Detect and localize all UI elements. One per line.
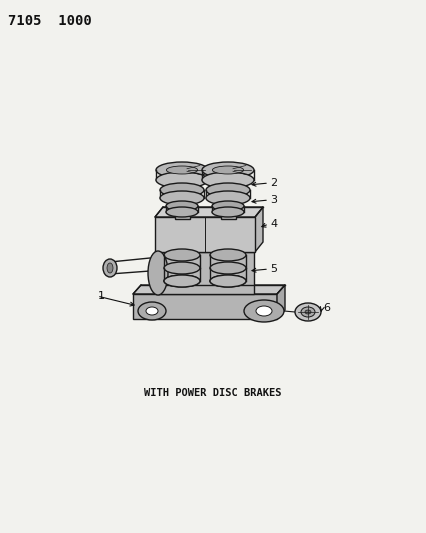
Ellipse shape [300,307,314,317]
Text: WITH POWER DISC BRAKES: WITH POWER DISC BRAKES [144,388,281,398]
Ellipse shape [103,259,117,277]
Ellipse shape [243,300,283,322]
Text: 6: 6 [322,303,329,313]
Ellipse shape [166,207,198,217]
Ellipse shape [210,275,245,287]
Ellipse shape [148,251,167,295]
Ellipse shape [155,162,207,178]
Text: 4: 4 [269,219,276,229]
Polygon shape [254,207,262,252]
Ellipse shape [212,166,243,174]
Ellipse shape [164,262,199,274]
Text: 3: 3 [269,195,276,205]
Ellipse shape [164,249,199,261]
Ellipse shape [210,262,245,274]
Ellipse shape [256,306,271,316]
FancyBboxPatch shape [221,212,236,219]
Ellipse shape [210,249,245,261]
FancyBboxPatch shape [132,294,276,319]
Ellipse shape [211,207,243,217]
Ellipse shape [160,183,204,197]
Polygon shape [155,207,262,217]
Ellipse shape [201,172,253,188]
FancyBboxPatch shape [158,252,253,294]
Text: 2: 2 [269,178,276,188]
Ellipse shape [304,310,310,314]
Ellipse shape [211,201,243,211]
Ellipse shape [166,166,197,174]
Ellipse shape [164,275,199,287]
FancyBboxPatch shape [175,212,190,219]
Polygon shape [276,285,284,319]
Text: 1: 1 [98,291,105,301]
Polygon shape [132,285,284,294]
Ellipse shape [294,303,320,321]
Ellipse shape [155,172,207,188]
Ellipse shape [205,183,249,197]
Ellipse shape [201,162,253,178]
Ellipse shape [160,191,204,205]
Ellipse shape [210,275,245,287]
Ellipse shape [138,302,166,320]
Ellipse shape [205,191,249,205]
Ellipse shape [146,307,158,315]
Ellipse shape [164,275,199,287]
Text: 5: 5 [269,264,276,274]
Ellipse shape [107,263,113,273]
Ellipse shape [166,201,198,211]
FancyBboxPatch shape [155,217,254,252]
Text: 7105  1000: 7105 1000 [8,14,92,28]
